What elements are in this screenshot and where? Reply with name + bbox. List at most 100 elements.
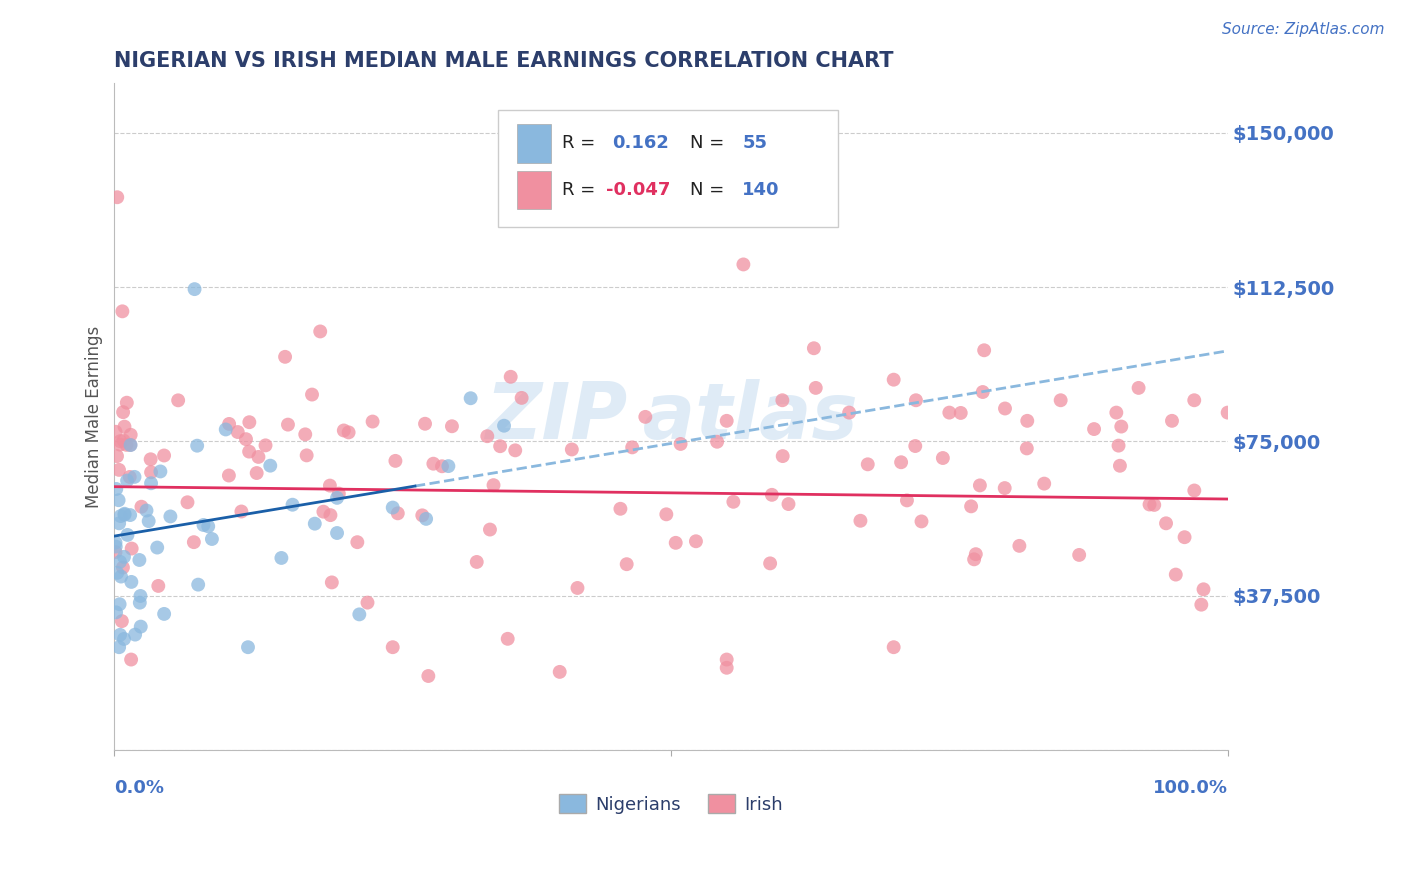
- Point: [111, 304, 134, 318]
- Point: [616, 557, 638, 571]
- Point: [510, 391, 533, 405]
- Point: [128, 553, 150, 567]
- Point: [1017, 414, 1039, 428]
- Point: [120, 427, 142, 442]
- Point: [1154, 516, 1177, 531]
- Point: [259, 458, 281, 473]
- Point: [489, 439, 512, 453]
- Point: [112, 434, 135, 448]
- Point: [949, 406, 972, 420]
- Point: [685, 534, 707, 549]
- Point: [1108, 439, 1130, 453]
- Point: [108, 516, 131, 531]
- Point: [108, 628, 131, 642]
- Point: [440, 419, 463, 434]
- Point: [969, 478, 991, 492]
- Point: [131, 500, 153, 514]
- Point: [492, 418, 515, 433]
- Point: [716, 652, 738, 666]
- Point: [120, 574, 142, 589]
- Point: [115, 395, 138, 409]
- Point: [1069, 548, 1091, 562]
- Point: [772, 449, 794, 463]
- Point: [460, 391, 482, 405]
- Point: [723, 495, 745, 509]
- Point: [503, 443, 526, 458]
- Point: [107, 493, 129, 508]
- Point: [665, 536, 688, 550]
- Point: [236, 640, 259, 655]
- Point: [804, 381, 827, 395]
- Point: [238, 415, 260, 429]
- Point: [108, 597, 131, 611]
- Point: [235, 432, 257, 446]
- Point: [356, 596, 378, 610]
- Point: [960, 500, 983, 514]
- Text: N =: N =: [690, 181, 730, 199]
- Point: [465, 555, 488, 569]
- Point: [655, 508, 678, 522]
- Point: [215, 422, 238, 436]
- Point: [117, 528, 139, 542]
- Point: [381, 500, 404, 515]
- Point: [770, 393, 793, 408]
- Point: [104, 540, 127, 554]
- Point: [193, 518, 215, 533]
- Point: [778, 497, 800, 511]
- Point: [120, 652, 142, 666]
- Point: [105, 190, 128, 204]
- Point: [333, 424, 356, 438]
- Point: [149, 465, 172, 479]
- Point: [312, 505, 335, 519]
- Point: [105, 482, 128, 496]
- Point: [904, 393, 927, 408]
- Text: Source: ZipAtlas.com: Source: ZipAtlas.com: [1222, 22, 1385, 37]
- Point: [115, 438, 138, 452]
- Text: NIGERIAN VS IRISH MEDIAN MALE EARNINGS CORRELATION CHART: NIGERIAN VS IRISH MEDIAN MALE EARNINGS C…: [114, 51, 894, 70]
- Point: [197, 519, 219, 533]
- Point: [1182, 393, 1205, 408]
- Point: [304, 516, 326, 531]
- Text: ZIP atlas: ZIP atlas: [485, 379, 858, 455]
- Point: [761, 488, 783, 502]
- Point: [326, 491, 349, 505]
- Point: [387, 506, 409, 520]
- Point: [104, 425, 127, 439]
- Point: [108, 640, 131, 655]
- Point: [910, 515, 932, 529]
- Y-axis label: Median Male Earnings: Median Male Earnings: [86, 326, 103, 508]
- FancyBboxPatch shape: [517, 124, 551, 162]
- Point: [437, 459, 460, 474]
- Point: [1192, 582, 1215, 597]
- Point: [883, 640, 905, 655]
- Point: [294, 427, 316, 442]
- Point: [1008, 539, 1031, 553]
- Point: [669, 437, 692, 451]
- Point: [277, 417, 299, 432]
- Point: [413, 417, 436, 431]
- Point: [274, 350, 297, 364]
- Point: [1174, 530, 1197, 544]
- Point: [128, 596, 150, 610]
- Text: R =: R =: [562, 181, 600, 199]
- Point: [112, 632, 135, 646]
- Point: [411, 508, 433, 523]
- Point: [108, 555, 131, 569]
- Point: [856, 458, 879, 472]
- Point: [621, 441, 644, 455]
- Point: [1105, 406, 1128, 420]
- Point: [186, 439, 208, 453]
- Point: [634, 409, 657, 424]
- Point: [104, 535, 127, 549]
- Point: [270, 551, 292, 566]
- Point: [319, 478, 342, 492]
- Point: [111, 614, 134, 628]
- Point: [124, 627, 146, 641]
- Point: [108, 437, 131, 451]
- Point: [105, 449, 128, 463]
- Point: [415, 512, 437, 526]
- Point: [138, 514, 160, 528]
- Point: [1189, 598, 1212, 612]
- FancyBboxPatch shape: [499, 110, 838, 227]
- Point: [139, 452, 162, 467]
